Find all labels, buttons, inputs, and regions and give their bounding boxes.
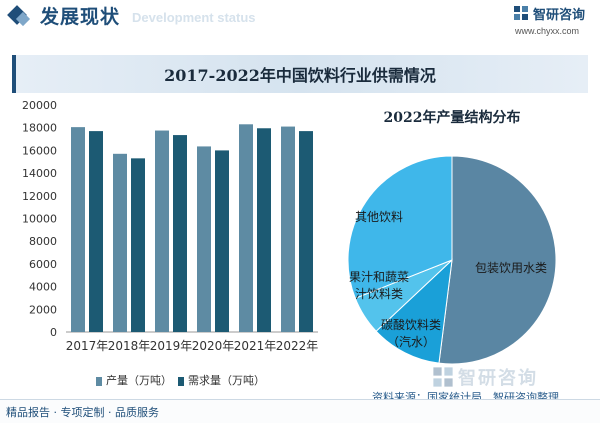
y-tick-label: 8000 bbox=[29, 235, 57, 248]
bar-production bbox=[71, 127, 85, 332]
bar-production bbox=[239, 124, 253, 332]
pie-label: 其他饮料 bbox=[355, 210, 403, 224]
y-tick-label: 12000 bbox=[22, 190, 57, 203]
brand-url: www.chyxx.com bbox=[515, 26, 580, 36]
section-title: 发展现状 bbox=[40, 6, 121, 28]
section-subtitle: Development status bbox=[132, 10, 256, 25]
brand-name: 智研咨询 bbox=[533, 8, 586, 23]
brand-logo-icon bbox=[514, 6, 528, 20]
y-tick-label: 10000 bbox=[22, 213, 57, 226]
x-tick-label: 2018年 bbox=[108, 339, 151, 353]
x-tick-label: 2022年 bbox=[276, 339, 319, 353]
y-tick-label: 18000 bbox=[22, 122, 57, 135]
bar-production bbox=[113, 153, 127, 332]
pie-slice-carbonated bbox=[375, 258, 453, 364]
footer-tagline: 精品报告 · 专项定制 · 品质服务 bbox=[6, 406, 159, 419]
legend-item-demand: 需求量（万吨） bbox=[178, 372, 265, 388]
watermark-text: 智研咨询 bbox=[458, 368, 538, 389]
bar-production bbox=[155, 130, 169, 332]
bar-demand bbox=[131, 158, 145, 332]
x-tick-label: 2019年 bbox=[150, 339, 193, 353]
page-footer: 精品报告 · 专项定制 · 品质服务 bbox=[0, 399, 600, 423]
x-tick-label: 2017年 bbox=[66, 339, 109, 353]
pie-slice-packaged-water bbox=[438, 155, 557, 365]
y-tick-label: 4000 bbox=[29, 281, 57, 294]
legend-label-demand: 需求量（万吨） bbox=[188, 374, 265, 387]
pie-label: 碳酸饮料类 bbox=[381, 317, 441, 332]
pie-label: 汁饮料类 bbox=[355, 287, 403, 301]
legend-item-production: 产量（万吨） bbox=[96, 372, 172, 388]
bar-demand bbox=[89, 131, 103, 332]
page-header: Development status 发展现状 智研咨询 www.chyxx.c… bbox=[0, 0, 600, 40]
chart-title: 2017-2022年中国饮料行业供需情况 bbox=[164, 66, 436, 85]
legend-label-production: 产量（万吨） bbox=[106, 374, 172, 387]
bar-demand bbox=[173, 135, 187, 332]
bar-chart: 0 2000 4000 6000 8000 10000 12000 14000 16000 180… bbox=[22, 99, 319, 353]
y-tick-label: 14000 bbox=[22, 167, 57, 180]
chart-title-band: 2017-2022年中国饮料行业供需情况 bbox=[12, 55, 588, 93]
watermark-logo-icon bbox=[433, 367, 453, 387]
y-tick-label: 20000 bbox=[22, 99, 57, 112]
pie-label: （汽水） bbox=[387, 334, 435, 349]
y-tick-label: 6000 bbox=[29, 258, 57, 271]
pie-label: 果汁和蔬菜 bbox=[349, 270, 409, 284]
bar-production bbox=[197, 146, 211, 332]
pie-label: 包装饮用水类 bbox=[475, 261, 547, 275]
title-accent-bar bbox=[12, 55, 16, 93]
y-tick-label: 0 bbox=[50, 326, 57, 339]
pie-chart-title: 2022年产量结构分布 bbox=[384, 109, 521, 126]
legend-swatch-production bbox=[96, 376, 102, 386]
y-tick-label: 16000 bbox=[22, 144, 57, 157]
pie-slice-other bbox=[347, 155, 453, 299]
y-tick-label: 2000 bbox=[29, 303, 57, 316]
x-tick-label: 2020年 bbox=[192, 339, 235, 353]
x-tick-label: 2021年 bbox=[234, 339, 277, 353]
bar-demand bbox=[215, 150, 229, 332]
bar-demand bbox=[299, 131, 313, 332]
bar-production bbox=[281, 126, 295, 332]
bar-demand bbox=[257, 128, 271, 332]
legend-swatch-demand bbox=[178, 376, 184, 386]
